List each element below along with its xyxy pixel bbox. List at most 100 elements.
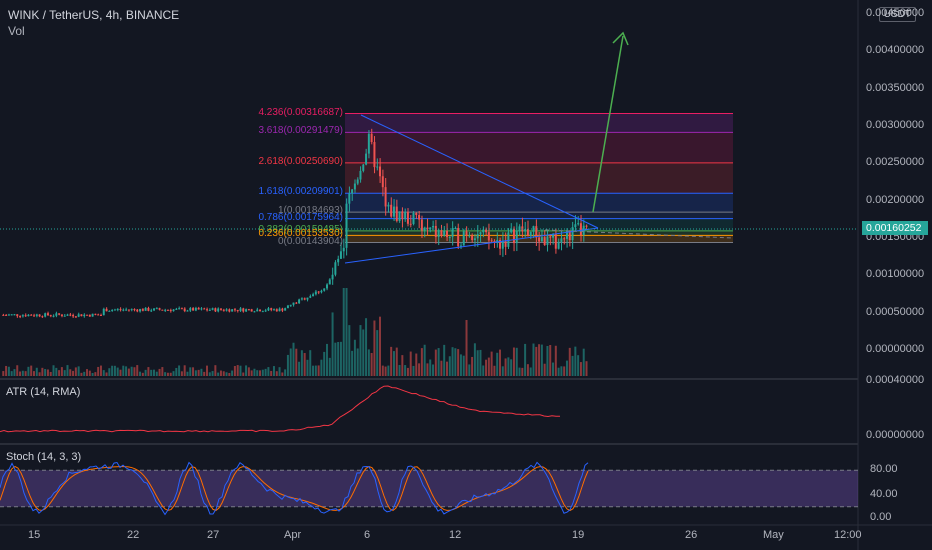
candle-body [206,309,208,311]
volume-bar [445,361,448,376]
volume-bar [97,366,100,376]
volume-bar [66,365,69,376]
volume-bar [161,367,164,376]
volume-bar [150,369,153,376]
volume-bar [203,371,206,376]
candle-body [270,308,273,310]
volume-bar [418,363,421,376]
candle-body [295,302,298,304]
volume-bar [309,350,312,376]
volume-bar [197,369,200,376]
volume-bar [245,365,248,376]
volume-bar [298,361,301,376]
candle-body [415,213,418,216]
volume-bar [560,366,563,376]
candle-body [367,133,370,154]
volume-bar [94,372,97,376]
volume-bar [225,372,228,376]
volume-bar [557,367,560,376]
candle-body [309,296,312,298]
candle-body [434,225,437,238]
volume-bar [231,370,234,376]
volume-bar [563,366,566,376]
volume-bar [348,325,351,376]
candle-body [275,309,278,312]
volume-bar [72,370,75,376]
volume-bar [312,365,315,376]
stoch-k-line [0,461,589,516]
volume-bar [468,364,471,376]
candle-body [379,166,382,177]
volume-bar [178,365,181,376]
fib-level-label: 1(0.00184693) [277,205,343,217]
candle-body [267,308,270,311]
volume-bar [239,365,242,376]
volume-bar [356,348,359,376]
stoch-legend[interactable]: Stoch (14, 3, 3) [6,451,82,463]
candle-body [155,308,158,310]
volume-bar [127,368,130,376]
symbol-title[interactable]: WINK / TetherUS, 4h, BINANCE [8,8,180,22]
candle-body [507,232,510,247]
candle-body [72,315,75,317]
candle-body [387,204,390,207]
candle-body [577,223,580,225]
volume-bar [41,367,44,376]
volume-bar [379,316,382,376]
volume-bar [261,369,264,376]
volume-bar [46,369,49,376]
volume-bar [69,369,72,376]
price-tick: 0.00200000 [866,193,925,206]
volume-bar [286,354,289,376]
volume-bar [331,312,334,376]
volume-bar [219,370,222,376]
candle-body [317,291,320,293]
candle-body [476,234,479,239]
candle-body [426,227,429,230]
candle-body [510,228,513,233]
trend-drawings[interactable] [344,31,734,264]
candle-body [136,309,139,312]
upper-trendline [360,114,599,229]
candle-body [568,230,571,241]
volume-bar [535,346,538,376]
volume-bar [77,366,80,376]
candle-body [284,308,287,311]
candle-body [546,236,549,245]
candle-body [485,229,488,233]
volume-bar [74,367,77,376]
dashed-midline [544,229,734,239]
volume-bar [568,347,571,376]
candle-body [554,233,557,249]
candle-body [504,241,507,247]
fibonacci-extension[interactable] [345,113,733,244]
candle-body [320,290,323,293]
candle-body [501,241,504,249]
candle-body [457,228,460,247]
candle-body [122,309,125,311]
currency-badge[interactable]: USDT [878,7,916,22]
time-tick: Apr [284,529,302,541]
candle-body [77,314,80,317]
volume-bar [49,371,52,376]
atr-legend[interactable]: ATR (14, RMA) [6,386,81,398]
fib-zone [345,113,733,133]
atr-line [0,385,560,433]
volume-bar [473,343,476,376]
volume-bar [55,367,58,376]
time-tick: 12 [449,529,462,541]
candle-body [24,315,27,317]
volume-bar [359,325,362,376]
candle-body [161,309,164,311]
volume-bar [58,370,61,376]
candle-body [197,307,200,310]
candle-body [164,309,167,311]
candle-body [543,237,546,245]
volume-legend[interactable]: Vol [8,24,25,38]
candle-body [211,308,214,310]
volume-bar [122,365,125,376]
volume-bar [111,365,114,376]
volume-bar [125,366,128,376]
volume-bar [420,348,423,376]
